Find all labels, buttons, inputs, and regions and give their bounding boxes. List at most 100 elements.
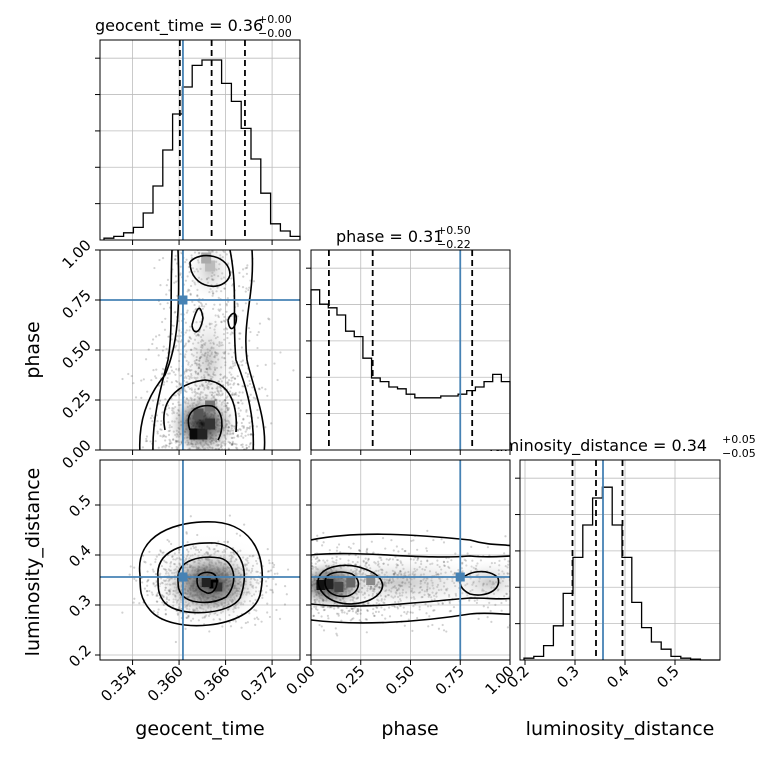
sample-point xyxy=(177,340,180,343)
sample-point xyxy=(178,390,181,393)
injection-marker xyxy=(178,572,188,582)
sample-point xyxy=(237,401,240,405)
sample-point xyxy=(121,611,124,614)
x-tick-label: 0.366 xyxy=(190,662,233,705)
sample-point xyxy=(268,615,272,619)
x-tick-label: 0.354 xyxy=(97,662,140,705)
sample-point xyxy=(264,363,267,366)
sample-point xyxy=(154,335,158,338)
x-tick-label: 0.360 xyxy=(144,662,187,705)
sample-point xyxy=(133,597,136,600)
sample-point xyxy=(161,435,164,438)
sample-point xyxy=(165,412,168,416)
sample-point xyxy=(236,434,239,438)
sample-point xyxy=(403,624,406,627)
sample-point xyxy=(365,548,368,552)
sample-point xyxy=(454,552,457,555)
sample-point xyxy=(191,300,194,303)
sample-point xyxy=(162,434,165,437)
sample-point xyxy=(256,346,259,350)
sample-point xyxy=(151,419,154,423)
sample-point xyxy=(347,545,350,549)
sample-point xyxy=(161,372,164,375)
sample-point xyxy=(490,620,493,623)
density-bin xyxy=(213,582,223,592)
sample-point xyxy=(431,623,434,627)
sample-point xyxy=(335,632,338,635)
title-geocent-time: geocent_time = 0.36 +0.00 −0.00 xyxy=(95,13,292,40)
sample-point xyxy=(248,339,251,342)
sample-point xyxy=(292,369,295,372)
sample-point xyxy=(440,538,443,541)
axes-frame xyxy=(99,39,301,241)
sample-point xyxy=(339,551,342,554)
sample-point xyxy=(241,443,244,446)
sample-point xyxy=(241,391,244,394)
panel-phase-vs-geocent-time: 0.00 0.25 0.50 0.75 1.00 xyxy=(58,236,301,472)
sample-point xyxy=(156,432,159,435)
sample-point xyxy=(279,351,282,354)
sample-point xyxy=(165,356,168,360)
sample-point xyxy=(170,381,173,384)
sample-point xyxy=(164,398,167,401)
sample-point xyxy=(244,267,247,270)
sample-point xyxy=(227,447,230,450)
sample-point xyxy=(238,337,241,340)
sample-point xyxy=(189,293,192,296)
sample-point xyxy=(322,629,326,632)
sample-point xyxy=(489,609,492,613)
sample-point xyxy=(328,549,331,552)
sample-point xyxy=(352,617,355,620)
sample-point xyxy=(240,360,243,363)
sample-point xyxy=(477,617,480,620)
title-phase-main: phase = 0.31 xyxy=(336,227,443,246)
sample-point xyxy=(197,300,201,303)
sample-point xyxy=(240,421,243,425)
sample-point xyxy=(248,286,251,289)
sample-point xyxy=(351,610,354,613)
sample-point xyxy=(168,442,171,446)
panel-bg xyxy=(100,40,300,240)
sample-point xyxy=(316,557,319,560)
sample-point xyxy=(245,444,248,447)
sample-point xyxy=(257,331,260,334)
sample-point xyxy=(364,618,367,621)
sample-point xyxy=(249,433,252,436)
sample-point xyxy=(175,280,178,283)
sample-point xyxy=(186,290,189,293)
sample-point xyxy=(335,549,339,552)
sample-point xyxy=(326,614,330,617)
sample-point xyxy=(170,441,173,445)
sample-point xyxy=(179,272,182,275)
sample-point xyxy=(486,546,489,549)
sample-point xyxy=(449,609,453,612)
sample-point xyxy=(246,264,249,267)
sample-point xyxy=(185,531,188,534)
sample-point xyxy=(425,549,429,553)
xlabel-phase: phase xyxy=(381,718,438,740)
sample-point xyxy=(157,446,160,449)
sample-point xyxy=(242,425,246,428)
sample-point xyxy=(160,419,163,423)
sample-point xyxy=(174,394,177,397)
sample-point xyxy=(249,443,252,446)
sample-point xyxy=(179,273,182,277)
sample-point xyxy=(441,623,444,627)
sample-point xyxy=(427,625,430,628)
sample-point xyxy=(283,584,287,588)
sample-point xyxy=(252,280,256,283)
sample-point xyxy=(127,372,130,376)
sample-point xyxy=(357,610,360,613)
title-phase-plus: +0.50 xyxy=(437,224,471,237)
sample-point xyxy=(316,556,319,559)
sample-point xyxy=(249,330,252,334)
sample-point xyxy=(162,445,165,448)
sample-point xyxy=(155,368,158,371)
sample-point xyxy=(159,434,162,437)
sample-point xyxy=(356,609,360,612)
sample-point xyxy=(343,611,346,614)
sample-point xyxy=(317,611,320,615)
contour-line xyxy=(311,597,510,607)
sample-point xyxy=(273,362,276,365)
sample-point xyxy=(150,414,154,417)
